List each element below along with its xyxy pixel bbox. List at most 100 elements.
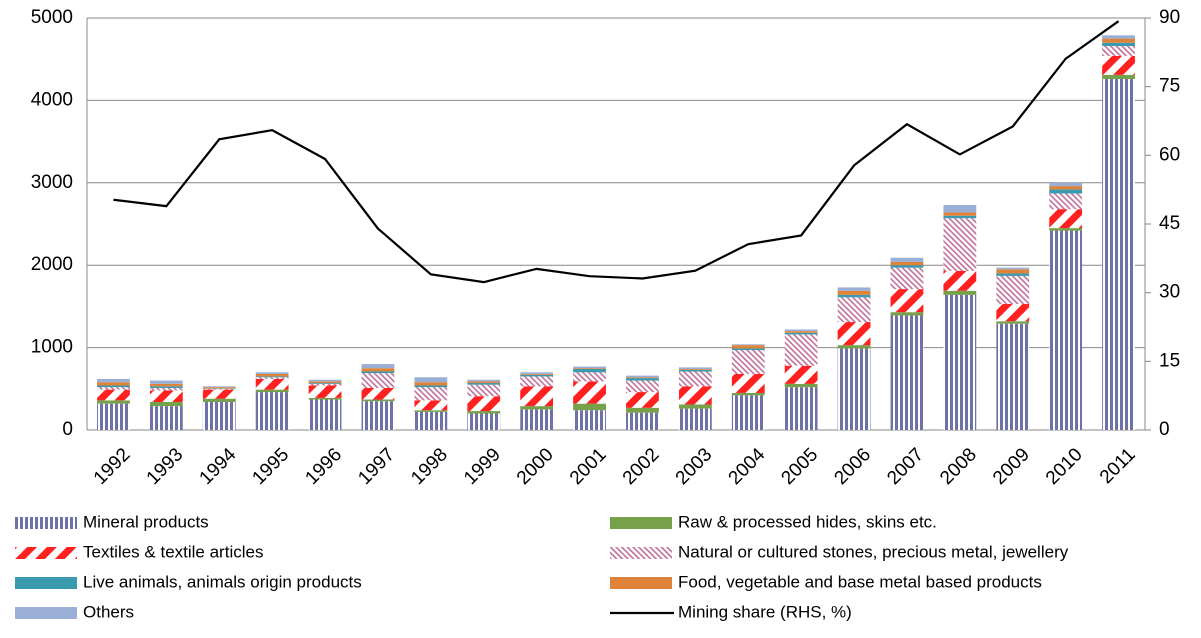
bar-segment xyxy=(732,344,765,345)
x-tick-label: 2011 xyxy=(1096,444,1140,488)
legend-swatch xyxy=(15,607,77,619)
bar-segment xyxy=(679,367,712,369)
bar-segment xyxy=(785,366,818,384)
bar-segment xyxy=(467,383,500,385)
bar-segment xyxy=(1049,186,1082,189)
bar-segment xyxy=(943,205,976,212)
bar-segment xyxy=(256,372,289,374)
bar-segment xyxy=(626,381,659,393)
bar-segment xyxy=(414,382,447,385)
bar-segment xyxy=(943,212,976,215)
bar-segment xyxy=(467,385,500,397)
bar-segment xyxy=(732,393,765,395)
bar-segment xyxy=(626,376,659,378)
y2-tick-label: 15 xyxy=(1159,350,1180,371)
x-tick-label: 1996 xyxy=(301,444,346,489)
bar-segment xyxy=(467,414,500,430)
x-tick-label: 2006 xyxy=(830,444,875,489)
bar-segment xyxy=(520,406,553,409)
bar-segment xyxy=(203,390,236,399)
legend-label: Textiles & textile articles xyxy=(83,542,263,561)
bar-segment xyxy=(785,329,818,331)
bar-segment xyxy=(943,295,976,430)
x-tick-label: 1999 xyxy=(460,444,505,489)
bar-segment xyxy=(309,400,342,430)
x-tick-label: 2009 xyxy=(989,444,1034,489)
bar-segment xyxy=(626,378,659,380)
bar-segment xyxy=(467,411,500,413)
x-tick-label: 2004 xyxy=(725,444,770,489)
bar-segment xyxy=(679,404,712,408)
legend-swatch xyxy=(15,547,77,559)
bar-segment xyxy=(150,381,183,384)
bar-segment xyxy=(1102,35,1135,38)
bar-segment xyxy=(996,268,1029,270)
bar-segment xyxy=(467,381,500,383)
bar-segment xyxy=(626,377,659,378)
bar-segment xyxy=(1049,228,1082,230)
x-tick-label: 2001 xyxy=(566,444,611,489)
y2-tick-label: 75 xyxy=(1159,76,1180,97)
bar-segment xyxy=(362,364,395,368)
bar-segment xyxy=(943,271,976,291)
bar-segment xyxy=(996,321,1029,323)
bar-segment xyxy=(97,386,130,388)
bar-segment xyxy=(150,390,183,402)
bar-segment xyxy=(1049,194,1082,210)
bar-segment xyxy=(362,400,395,402)
legend-swatch xyxy=(610,577,672,589)
bar-segment xyxy=(891,265,924,267)
x-tick-label: 1993 xyxy=(143,444,188,489)
bar-segment xyxy=(626,392,659,408)
bar-segment xyxy=(996,276,1029,304)
bar-segment xyxy=(309,384,342,386)
x-tick-label: 1994 xyxy=(196,444,241,489)
bar-segment xyxy=(891,312,924,315)
legend-label: Mining share (RHS, %) xyxy=(678,602,852,621)
bar-segment xyxy=(785,331,818,333)
bar-segment xyxy=(309,383,342,384)
legend-swatch xyxy=(610,517,672,529)
legend-label: Natural or cultured stones, precious met… xyxy=(678,542,1069,561)
y-tick-label: 0 xyxy=(62,419,73,440)
bar-segment xyxy=(203,389,236,390)
bar-segment xyxy=(414,387,447,400)
y2-tick-label: 30 xyxy=(1159,282,1180,303)
bar-segment xyxy=(414,410,447,412)
legend-label: Others xyxy=(83,602,134,621)
y-tick-label: 2000 xyxy=(31,254,73,275)
bar-segment xyxy=(467,396,500,411)
y2-tick-label: 45 xyxy=(1159,213,1180,234)
bar-segment xyxy=(1102,39,1135,43)
bar-segment xyxy=(943,218,976,271)
bar-segment xyxy=(97,404,130,430)
bar-segment xyxy=(520,386,553,406)
bar-segment xyxy=(626,408,659,413)
x-tick-label: 2008 xyxy=(936,444,981,489)
bar-segment xyxy=(309,386,342,398)
legend-swatch xyxy=(15,577,77,589)
bar-segment xyxy=(256,376,289,377)
bar-segment xyxy=(573,404,606,411)
bar-segment xyxy=(838,297,871,322)
bar-segment xyxy=(256,374,289,376)
bar-segment xyxy=(1049,209,1082,228)
bar-segment xyxy=(838,322,871,345)
y2-tick-label: 60 xyxy=(1159,144,1180,165)
bar-segment xyxy=(891,315,924,430)
bar-segment xyxy=(626,413,659,430)
y-tick-label: 4000 xyxy=(31,89,73,110)
bar-segment xyxy=(414,386,447,388)
legend-label: Food, vegetable and base metal based pro… xyxy=(678,572,1042,591)
bar-segment xyxy=(943,291,976,295)
legend-label: Raw & processed hides, skins etc. xyxy=(678,512,937,531)
bar-segment xyxy=(256,392,289,430)
bar-segment xyxy=(362,401,395,430)
bar-segment xyxy=(732,348,765,350)
y2-tick-label: 90 xyxy=(1159,7,1180,28)
bar-segment xyxy=(97,387,130,389)
bar-segment xyxy=(520,375,553,377)
bar-segment xyxy=(150,402,183,406)
